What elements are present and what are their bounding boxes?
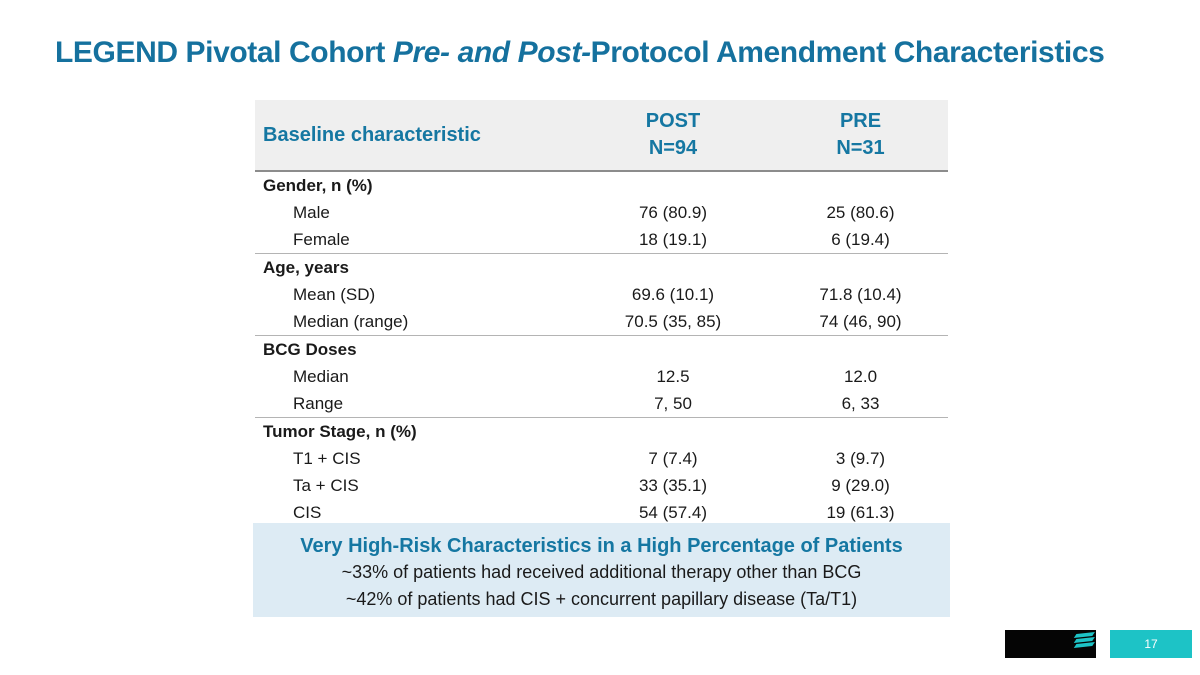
table-section: Age, years Mean (SD) 69.6 (10.1) 71.8 (1… [255,254,948,336]
section-title: Gender, n (%) [263,175,373,195]
page-number-badge: 17 [1110,630,1192,658]
row-label: Median [293,366,349,386]
row-pre-value: 6, 33 [841,393,880,413]
row-pre-value: 3 (9.7) [835,448,886,468]
row-label: Female [293,229,350,249]
table-body: Gender, n (%) Male 76 (80.9) 25 (80.6) F… [255,172,948,541]
callout-line: ~33% of patients had received additional… [341,562,862,582]
table-row: Median (range) 70.5 (35, 85) 74 (46, 90) [255,308,948,335]
row-post-value: 76 (80.9) [638,202,708,222]
table-header-pre-n: N=31 [836,137,885,159]
table-row: Median 12.5 12.0 [255,363,948,390]
table-header-post: POST N=94 [573,108,773,162]
row-post-value: 18 (19.1) [638,229,708,249]
callout-title: Very High-Risk Characteristics in a High… [300,535,903,557]
row-label: Range [293,393,344,413]
row-post-value: 54 (57.4) [638,502,708,522]
table-header-pre-name: PRE [839,110,882,132]
row-post-value: 7 (7.4) [648,448,698,468]
table-header-label: Baseline characteristic [263,123,481,146]
row-pre-value: 74 (46, 90) [819,311,902,331]
row-post-value: 12.5 [656,366,690,386]
callout-line: ~42% of patients had CIS + concurrent pa… [345,589,858,609]
table-row: Female 18 (19.1) 6 (19.4) [255,226,948,253]
row-post-value: 7, 50 [654,393,692,413]
company-logo [1005,630,1096,658]
callout-box: Very High-Risk Characteristics in a High… [253,523,950,617]
table-header-row: Baseline characteristic POST N=94 PRE N=… [255,100,948,172]
table-section: Gender, n (%) Male 76 (80.9) 25 (80.6) F… [255,172,948,254]
row-label: Male [293,202,330,222]
logo-stripes-icon [1071,632,1095,648]
row-label: Median (range) [293,311,409,331]
slide-title-italic: Pre- and Post- [392,36,591,69]
row-label: Mean (SD) [293,284,376,304]
section-title: Tumor Stage, n (%) [263,421,417,441]
section-title: BCG Doses [263,339,357,359]
page-number: 17 [1144,637,1158,651]
row-post-value: 69.6 (10.1) [631,284,715,304]
row-pre-value: 6 (19.4) [831,229,890,249]
table-row: T1 + CIS 7 (7.4) 3 (9.7) [255,445,948,472]
table-row: Ta + CIS 33 (35.1) 9 (29.0) [255,472,948,499]
slide-title-prefix: LEGEND Pivotal Cohort [55,36,393,69]
baseline-characteristics-table: Baseline characteristic POST N=94 PRE N=… [255,100,948,541]
row-pre-value: 9 (29.0) [831,475,890,495]
table-section: Tumor Stage, n (%) T1 + CIS 7 (7.4) 3 (9… [255,418,948,526]
table-header-post-name: POST [645,110,701,132]
table-header-pre: PRE N=31 [773,108,948,162]
row-pre-value: 12.0 [843,366,878,386]
section-title: Age, years [263,257,349,277]
row-label: CIS [293,502,322,522]
row-pre-value: 71.8 (10.4) [819,284,902,304]
table-row: Mean (SD) 69.6 (10.1) 71.8 (10.4) [255,281,948,308]
slide-title: LEGEND Pivotal Cohort Pre- and Post-Prot… [55,36,1165,70]
row-label: T1 + CIS [293,448,361,468]
table-section: BCG Doses Median 12.5 12.0 Range 7, 50 6… [255,336,948,418]
row-post-value: 70.5 (35, 85) [624,311,722,331]
row-pre-value: 19 (61.3) [826,502,895,522]
row-pre-value: 25 (80.6) [826,202,895,222]
table-row: CIS 54 (57.4) 19 (61.3) [255,499,948,526]
table-header-post-n: N=94 [648,137,698,159]
table-row: Male 76 (80.9) 25 (80.6) [255,199,948,226]
row-post-value: 33 (35.1) [638,475,708,495]
table-row: Range 7, 50 6, 33 [255,390,948,417]
row-label: Ta + CIS [293,475,359,495]
slide-title-suffix: Protocol Amendment Characteristics [590,36,1105,69]
